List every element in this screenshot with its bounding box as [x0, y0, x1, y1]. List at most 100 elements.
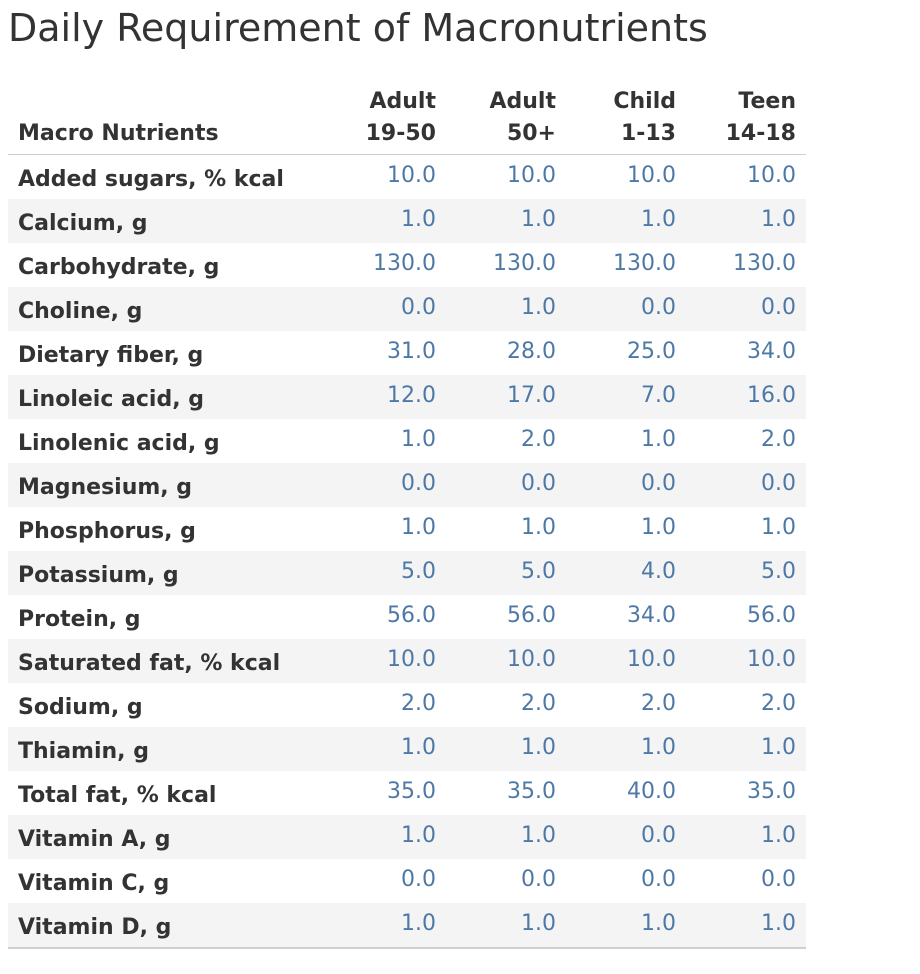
row-label: Calcium, g [8, 199, 326, 243]
value-cell: 5.0 [326, 551, 446, 595]
row-label: Added sugars, % kcal [18, 166, 284, 192]
column-header-line1: Teen [738, 89, 796, 114]
value-cell: 1.0 [566, 727, 686, 771]
value-cell: 1.0 [566, 199, 686, 243]
row-label: Dietary fiber, g [18, 342, 204, 368]
value-cell: 0.0 [686, 287, 806, 331]
value-cell: 0.0 [686, 463, 806, 507]
column-header: Child 1-13 [566, 86, 686, 155]
value-cell: 0.0 [566, 815, 686, 859]
value-cell: 28.0 [507, 338, 556, 364]
value-cell: 130.0 [613, 250, 676, 276]
value-cell: 56.0 [387, 602, 436, 628]
value-cell: 0.0 [401, 866, 436, 892]
value-cell: 10.0 [387, 162, 436, 188]
table-row: Dietary fiber, g 31.0 28.0 25.0 34.0 [8, 331, 806, 375]
table-row: Linoleic acid, g 12.0 17.0 7.0 16.0 [8, 375, 806, 419]
value-cell: 1.0 [761, 514, 796, 540]
value-cell: 1.0 [446, 727, 566, 771]
chart-title: Daily Requirement of Macronutrients [8, 6, 708, 50]
table-row: Calcium, g 1.0 1.0 1.0 1.0 [8, 199, 806, 243]
row-label: Potassium, g [8, 551, 326, 595]
value-cell: 35.0 [387, 778, 436, 804]
row-label: Sodium, g [18, 694, 143, 720]
value-cell: 10.0 [507, 162, 556, 188]
table-row: Protein, g 56.0 56.0 34.0 56.0 [8, 595, 806, 639]
table-row: Vitamin D, g 1.0 1.0 1.0 1.0 [8, 903, 806, 949]
value-cell: 130.0 [493, 250, 556, 276]
value-cell: 0.0 [326, 463, 446, 507]
nutrient-table-container: Macro Nutrients Adult 19-50 Adult 50+ Ch… [8, 86, 806, 949]
row-label: Linolenic acid, g [18, 430, 220, 456]
column-header-line2: 50+ [506, 121, 556, 146]
table-row: Thiamin, g 1.0 1.0 1.0 1.0 [8, 727, 806, 771]
row-label: Magnesium, g [8, 463, 326, 507]
value-cell: 1.0 [326, 815, 446, 859]
value-cell: 1.0 [326, 199, 446, 243]
value-cell: 17.0 [446, 375, 566, 419]
value-cell: 2.0 [641, 690, 676, 716]
value-cell: 25.0 [627, 338, 676, 364]
column-header: Adult 19-50 [326, 86, 446, 155]
value-cell: 10.0 [627, 162, 676, 188]
value-cell: 31.0 [387, 338, 436, 364]
row-label: Vitamin A, g [8, 815, 326, 859]
value-cell: 130.0 [733, 250, 796, 276]
column-header-line1: Adult [369, 89, 437, 114]
row-label: Choline, g [8, 287, 326, 331]
table-row: Added sugars, % kcal 10.0 10.0 10.0 10.0 [8, 155, 806, 200]
column-header-line1: Adult [489, 89, 557, 114]
value-cell: 34.0 [627, 602, 676, 628]
value-cell: 7.0 [566, 375, 686, 419]
value-cell: 35.0 [747, 778, 796, 804]
row-label: Phosphorus, g [18, 518, 196, 544]
value-cell: 5.0 [686, 551, 806, 595]
column-header: Teen 14-18 [686, 86, 806, 155]
table-body: Added sugars, % kcal 10.0 10.0 10.0 10.0 Calc… [8, 155, 806, 949]
value-cell: 0.0 [446, 463, 566, 507]
value-cell: 10.0 [747, 162, 796, 188]
value-cell: 130.0 [373, 250, 436, 276]
value-cell: 1.0 [686, 815, 806, 859]
column-header-line2: 19-50 [365, 121, 436, 146]
table-row: Total fat, % kcal 35.0 35.0 40.0 35.0 [8, 771, 806, 815]
value-cell: 1.0 [326, 903, 446, 949]
value-cell: 1.0 [446, 199, 566, 243]
value-cell: 2.0 [521, 690, 556, 716]
value-cell: 56.0 [747, 602, 796, 628]
value-cell: 10.0 [566, 639, 686, 683]
value-cell: 1.0 [401, 426, 436, 452]
value-cell: 56.0 [507, 602, 556, 628]
table-row: Linolenic acid, g 1.0 2.0 1.0 2.0 [8, 419, 806, 463]
value-cell: 1.0 [521, 514, 556, 540]
value-cell: 0.0 [566, 463, 686, 507]
value-cell: 2.0 [761, 690, 796, 716]
table-row: Carbohydrate, g 130.0 130.0 130.0 130.0 [8, 243, 806, 287]
table-row: Choline, g 0.0 1.0 0.0 0.0 [8, 287, 806, 331]
row-label: Carbohydrate, g [18, 254, 220, 280]
value-cell: 0.0 [566, 287, 686, 331]
table-row: Vitamin C, g 0.0 0.0 0.0 0.0 [8, 859, 806, 903]
row-label: Thiamin, g [8, 727, 326, 771]
table-row: Sodium, g 2.0 2.0 2.0 2.0 [8, 683, 806, 727]
value-cell: 10.0 [446, 639, 566, 683]
value-cell: 0.0 [761, 866, 796, 892]
value-cell: 2.0 [761, 426, 796, 452]
value-cell: 1.0 [446, 903, 566, 949]
value-cell: 1.0 [686, 199, 806, 243]
nutrient-table: Macro Nutrients Adult 19-50 Adult 50+ Ch… [8, 86, 806, 949]
table-row: Saturated fat, % kcal 10.0 10.0 10.0 10.0 [8, 639, 806, 683]
value-cell: 1.0 [641, 514, 676, 540]
value-cell: 2.0 [521, 426, 556, 452]
column-header-line1: Child [613, 89, 676, 114]
row-label: Vitamin D, g [8, 903, 326, 949]
value-cell: 0.0 [326, 287, 446, 331]
value-cell: 1.0 [686, 727, 806, 771]
value-cell: 2.0 [401, 690, 436, 716]
value-cell: 35.0 [507, 778, 556, 804]
value-cell: 12.0 [326, 375, 446, 419]
value-cell: 34.0 [747, 338, 796, 364]
value-cell: 1.0 [686, 903, 806, 949]
value-cell: 1.0 [326, 727, 446, 771]
value-cell: 0.0 [641, 866, 676, 892]
